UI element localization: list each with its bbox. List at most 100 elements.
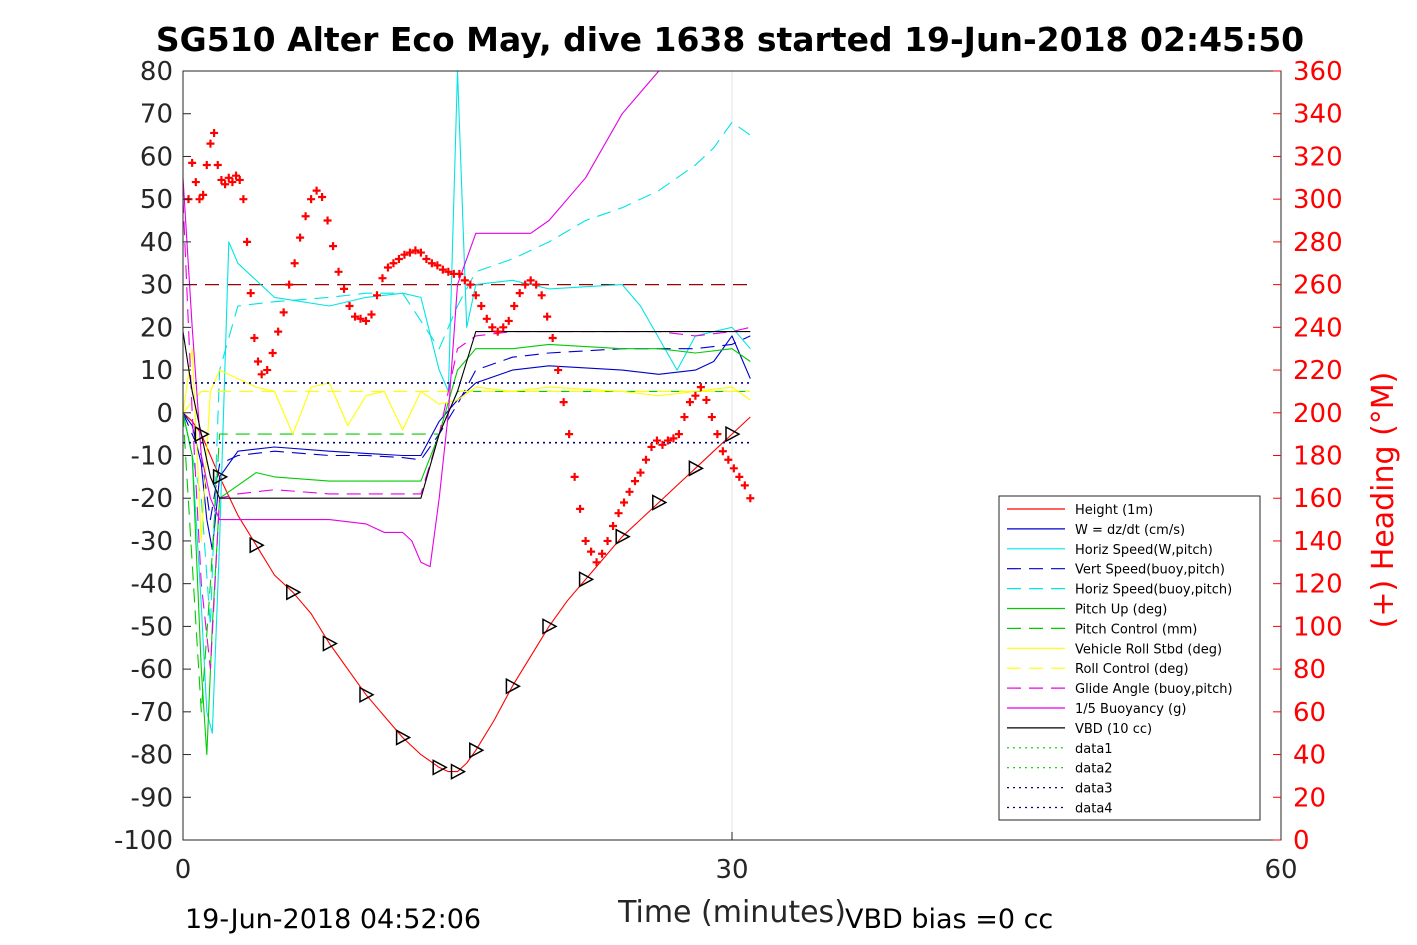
series-line-8 (182, 390, 751, 414)
height-marker (652, 494, 668, 511)
right-axis-label: (+) Heading (°M) (1366, 372, 1401, 629)
heading-point (199, 190, 208, 199)
y2-tick-label-16: 40 (1293, 741, 1326, 771)
heading-point (400, 250, 409, 259)
heading-point (433, 261, 442, 270)
legend-label-13: data2 (1075, 762, 1113, 777)
heading-point (411, 246, 420, 255)
heading-point (356, 314, 365, 323)
y-tick-label-12: -40 (131, 570, 173, 600)
series-line-2 (182, 70, 751, 734)
heading-point (735, 472, 744, 481)
bottom-axis-ticks: 0 30 60 (175, 832, 1298, 885)
y-tick-label-14: -60 (131, 655, 173, 685)
heading-point (537, 291, 546, 300)
heading-point (691, 391, 700, 400)
heading-point (581, 536, 590, 545)
heading-point (641, 455, 650, 464)
y2-tick-label-3: 300 (1293, 185, 1343, 215)
legend-label-9: Glide Angle (buoy,pitch) (1075, 682, 1233, 697)
y-tick-label-3: 50 (140, 185, 173, 215)
heading-point (554, 366, 563, 375)
heading-point (274, 327, 283, 336)
heading-points (184, 128, 755, 567)
footer-vbd-bias: VBD bias =0 cc (845, 904, 1053, 935)
heading-point (724, 455, 733, 464)
heading-point (210, 128, 219, 137)
height-marker (505, 677, 521, 695)
height-marker (249, 536, 265, 554)
legend-label-15: data4 (1075, 802, 1113, 817)
height-marker (615, 528, 631, 545)
heading-point (394, 254, 403, 263)
y2-tick-label-12: 120 (1293, 570, 1343, 600)
heading-point (383, 263, 392, 272)
y-tick-label-9: -10 (131, 442, 173, 472)
legend-label-3: Vert Speed(buoy,pitch) (1075, 563, 1225, 578)
heading-point (188, 158, 197, 167)
heading-point (389, 259, 398, 268)
heading-point (206, 139, 215, 148)
legend-label-5: Pitch Up (deg) (1075, 603, 1167, 618)
heading-point (329, 242, 338, 251)
left-axis-ticks: 80 70 60 50 40 30 20 10 0 -10 -20 -30 -40 -50 -60 -70 -8… (114, 57, 191, 856)
heading-point (515, 289, 524, 298)
x-tick-label-0: 0 (175, 855, 192, 885)
y2-tick-label-5: 260 (1293, 271, 1343, 301)
heading-point (631, 477, 640, 486)
heading-point (422, 254, 431, 263)
height-marker (578, 571, 595, 588)
y-tick-label-1: 70 (140, 100, 173, 130)
heading-point (620, 498, 629, 507)
heading-point (477, 301, 486, 310)
heading-point (221, 180, 230, 189)
heading-point (191, 178, 200, 187)
heading-point (263, 366, 272, 375)
heading-point (239, 195, 248, 204)
height-marker (322, 635, 338, 652)
series-line-9 (182, 199, 751, 670)
series-line-1 (182, 335, 751, 551)
height-marker (469, 742, 485, 759)
heading-point (603, 536, 612, 545)
height-marker (450, 763, 467, 780)
heading-point (570, 472, 579, 481)
y2-tick-label-0: 360 (1293, 57, 1343, 87)
heading-point (499, 323, 508, 332)
legend-box (998, 495, 1261, 821)
heading-point (438, 265, 447, 274)
heading-point (592, 558, 601, 567)
y2-tick-label-4: 280 (1293, 228, 1343, 258)
heading-point (290, 259, 299, 268)
heading-point (351, 312, 360, 321)
heading-point (367, 310, 376, 319)
y2-tick-label-8: 200 (1293, 399, 1343, 429)
height-marker (688, 460, 704, 477)
heading-point (609, 521, 618, 530)
height-markers (194, 425, 741, 780)
y2-tick-label-6: 240 (1293, 313, 1343, 343)
heading-point (488, 323, 497, 332)
heading-point (312, 186, 321, 195)
legend-label-7: Vehicle Roll Stbd (deg) (1075, 642, 1222, 657)
heading-point (565, 430, 574, 439)
heading-point (669, 434, 678, 443)
heading-point (493, 327, 502, 336)
series-line-3 (182, 335, 751, 521)
heading-point (482, 314, 491, 323)
heading-point (707, 413, 716, 422)
heading-point (729, 464, 738, 473)
y-tick-label-13: -50 (131, 612, 173, 642)
y-tick-label-17: -90 (131, 783, 173, 813)
heading-point (718, 447, 727, 456)
heading-point (228, 178, 237, 187)
x-tick-label-2: 60 (1264, 855, 1297, 885)
heading-point (250, 334, 259, 343)
legend-label-1: W = dz/dt (cm/s) (1075, 523, 1185, 538)
heading-point (526, 276, 535, 285)
y2-tick-label-9: 180 (1293, 442, 1343, 472)
heading-point (455, 269, 464, 278)
legend-label-10: 1/5 Buoyancy (g) (1075, 702, 1186, 717)
heading-point (521, 280, 530, 289)
y-tick-label-11: -30 (131, 527, 173, 557)
